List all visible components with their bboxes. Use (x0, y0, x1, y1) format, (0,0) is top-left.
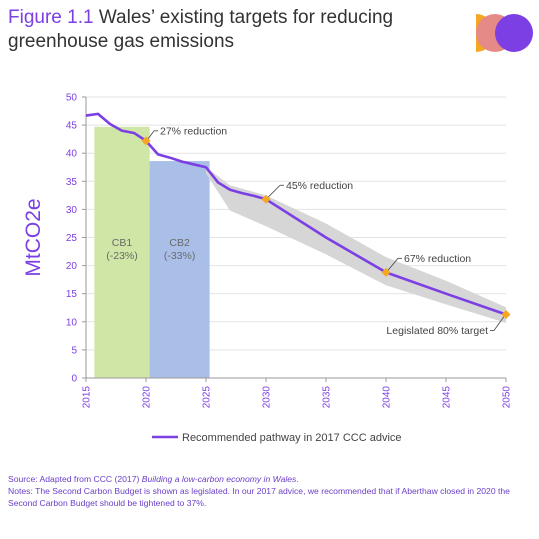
x-tick-label: 2030 (262, 386, 273, 409)
annotation-leader (147, 130, 155, 140)
logo-purple-circle (495, 14, 533, 52)
y-tick-label: 50 (66, 93, 78, 104)
y-tick-label: 0 (71, 374, 77, 385)
legend-label: Recommended pathway in 2017 CCC advice (182, 432, 402, 444)
x-tick-label: 2025 (202, 386, 213, 409)
y-tick-label: 25 (66, 233, 78, 244)
annotation-leader (267, 184, 281, 198)
milestone-marker (501, 309, 511, 319)
x-tick-label: 2020 (142, 386, 153, 409)
y-tick-label: 40 (66, 149, 78, 160)
y-tick-label: 30 (66, 205, 78, 216)
annotation-label: 67% reduction (404, 253, 471, 265)
y-tick-label: 10 (66, 317, 78, 328)
budget-label: CB2 (169, 237, 190, 249)
budget-label: CB1 (112, 237, 133, 249)
annotation-label: 27% reduction (160, 125, 227, 137)
y-tick-label: 45 (66, 121, 78, 132)
budget-sublabel: (-33%) (164, 250, 196, 262)
y-tick-label: 20 (66, 261, 78, 272)
budget-bar-cb1 (94, 126, 150, 378)
figure-label: Figure 1.1 (8, 7, 94, 28)
annotation-label: Legislated 80% target (386, 325, 488, 337)
chart-notes: Source: Adapted from CCC (2017) Building… (8, 473, 533, 509)
source-title: Building a low-carbon economy in Wales (141, 474, 297, 484)
milestone-marker (261, 194, 271, 204)
x-tick-label: 2045 (442, 386, 453, 409)
y-tick-label: 5 (71, 345, 77, 356)
pathway-range-band (206, 167, 506, 323)
notes-text: Notes: The Second Carbon Budget is shown… (8, 486, 510, 508)
title-text: Wales’ existing targets for reducing gre… (8, 7, 394, 52)
source-line: Source: Adapted from CCC (2017) Building… (8, 474, 299, 484)
x-tick-label: 2015 (82, 386, 93, 409)
annotation-leader (493, 316, 505, 331)
annotation-label: 45% reduction (286, 180, 353, 192)
x-tick-label: 2050 (502, 386, 513, 409)
budget-bar-cb2 (149, 161, 210, 378)
y-tick-label: 35 (66, 177, 78, 188)
logo-icon (455, 12, 533, 54)
annotation-leader (387, 258, 399, 271)
milestone-marker (141, 136, 151, 146)
emissions-chart: CB1(-23%)CB2(-33%)0510152025303540455020… (22, 93, 513, 445)
chart-title: Figure 1.1 Wales’ existing targets for r… (8, 6, 448, 54)
milestone-marker (381, 267, 391, 277)
budget-sublabel: (-23%) (106, 250, 138, 262)
x-tick-label: 2040 (382, 386, 393, 409)
y-axis-title: MtCO2e (22, 198, 45, 276)
pathway-line (85, 112, 507, 316)
y-tick-label: 15 (66, 289, 78, 300)
x-tick-label: 2035 (322, 386, 333, 409)
